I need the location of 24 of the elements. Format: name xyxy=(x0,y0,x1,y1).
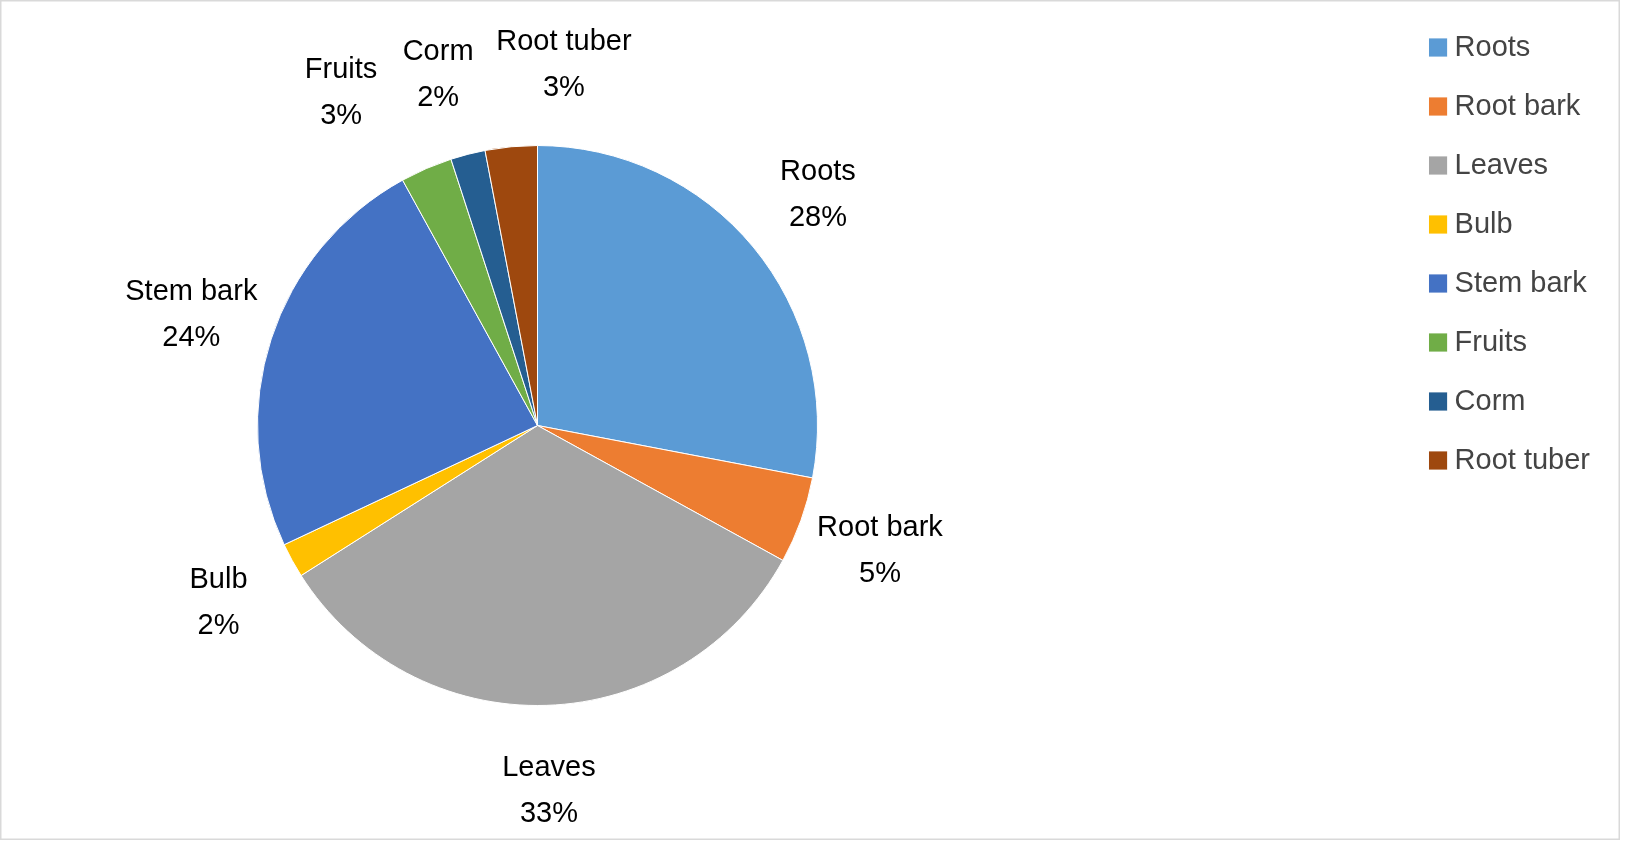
slice-label: Roots xyxy=(780,154,856,187)
legend-label: Stem bark xyxy=(1454,266,1587,299)
data-label: 24% xyxy=(162,320,221,353)
data-label: 2% xyxy=(197,607,240,640)
slice-label: Leaves xyxy=(502,750,596,783)
slice-label: Root tuber xyxy=(496,24,632,57)
legend-label: Root bark xyxy=(1454,89,1581,122)
slice-label: Corm xyxy=(402,33,474,66)
legend-label: Root tuber xyxy=(1454,443,1590,476)
slice-label: Bulb xyxy=(189,561,248,594)
data-label: 2% xyxy=(417,79,460,112)
data-label: 28% xyxy=(788,200,847,233)
legend-label: Bulb xyxy=(1454,207,1513,240)
legend-label: Leaves xyxy=(1454,148,1549,181)
slice-label: Stem bark xyxy=(125,274,258,307)
legend-label: Roots xyxy=(1454,30,1531,63)
data-label: 3% xyxy=(542,70,585,103)
data-label: 33% xyxy=(519,796,578,829)
legend-label: Fruits xyxy=(1454,325,1528,358)
legend-label: Corm xyxy=(1454,384,1526,417)
slice-label: Root bark xyxy=(817,509,944,542)
data-label: 5% xyxy=(859,555,901,588)
slice-label: Fruits xyxy=(304,52,378,85)
data-label: 3% xyxy=(320,98,363,131)
